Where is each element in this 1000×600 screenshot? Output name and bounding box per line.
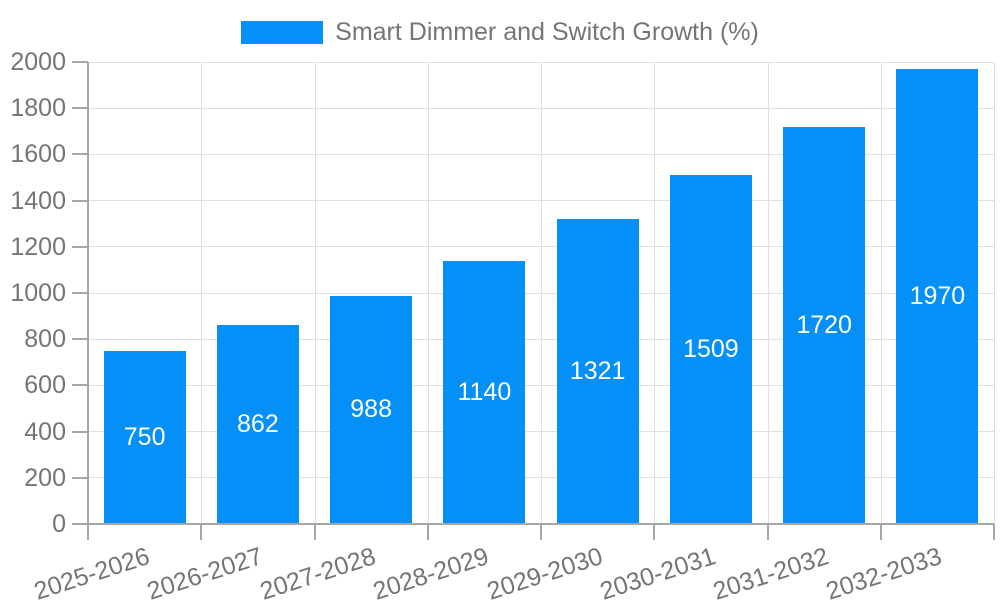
y-tick-label: 800 — [24, 325, 66, 354]
x-tick-mark — [879, 524, 882, 540]
y-tick-mark — [72, 476, 88, 479]
gridline-vertical — [541, 62, 542, 524]
legend-label: Smart Dimmer and Switch Growth (%) — [335, 18, 759, 46]
y-tick-mark — [72, 199, 88, 202]
y-tick-label: 1400 — [10, 186, 66, 215]
y-tick-mark — [72, 107, 88, 110]
y-tick-label: 400 — [24, 417, 66, 446]
y-tick-label: 1200 — [10, 232, 66, 261]
bar-value-label: 1720 — [796, 310, 852, 339]
bar-2025-2026 — [103, 350, 186, 524]
bar-2027-2028 — [330, 295, 413, 524]
bar-value-label: 750 — [123, 422, 166, 451]
gridline-vertical — [880, 62, 882, 524]
y-axis-line — [87, 62, 89, 540]
y-tick-mark — [72, 430, 88, 433]
gridline-vertical — [767, 62, 769, 524]
y-tick-label: 0 — [52, 510, 66, 538]
y-tick-mark — [72, 61, 88, 63]
x-tick-mark — [766, 524, 769, 540]
bar-2031-2032 — [783, 126, 866, 524]
y-tick-label: 200 — [24, 463, 66, 492]
legend-swatch — [241, 21, 324, 44]
y-tick-mark — [72, 245, 88, 248]
bar-2030-2031 — [669, 175, 752, 524]
x-axis-line — [88, 523, 994, 525]
bar-2028-2029 — [443, 260, 526, 524]
bar-value-label: 1140 — [457, 377, 512, 406]
gridline-vertical — [654, 62, 656, 524]
y-tick-mark — [72, 523, 88, 525]
y-tick-mark — [72, 153, 88, 156]
gridline-vertical — [314, 62, 316, 524]
x-tick-mark — [426, 524, 429, 540]
bar-value-label: 1509 — [683, 335, 739, 364]
y-tick-label: 1600 — [10, 140, 66, 169]
x-tick-mark — [540, 524, 542, 540]
bar-2032-2033 — [896, 68, 979, 524]
gridline-vertical — [427, 62, 429, 524]
bar-value-label: 988 — [350, 395, 392, 424]
x-tick-mark — [653, 524, 656, 540]
gridline-vertical — [994, 62, 995, 524]
y-tick-mark — [72, 292, 88, 294]
bar-value-label: 1970 — [909, 281, 966, 310]
y-tick-label: 1000 — [10, 279, 66, 307]
bar-2029-2030 — [556, 218, 639, 524]
bar-value-label: 862 — [237, 409, 279, 438]
y-tick-mark — [72, 338, 88, 341]
chart-legend[interactable]: Smart Dimmer and Switch Growth (%) — [0, 20, 1000, 45]
bar-2026-2027 — [216, 324, 299, 524]
x-tick-mark — [313, 524, 316, 540]
bar-value-label: 1321 — [569, 356, 626, 385]
y-tick-label: 600 — [24, 371, 66, 400]
y-tick-mark — [72, 384, 88, 387]
x-tick-mark — [200, 524, 203, 540]
x-tick-mark — [993, 524, 995, 540]
gridline-vertical — [201, 62, 203, 524]
y-tick-label: 1800 — [10, 94, 66, 123]
y-tick-label: 2000 — [10, 48, 66, 76]
